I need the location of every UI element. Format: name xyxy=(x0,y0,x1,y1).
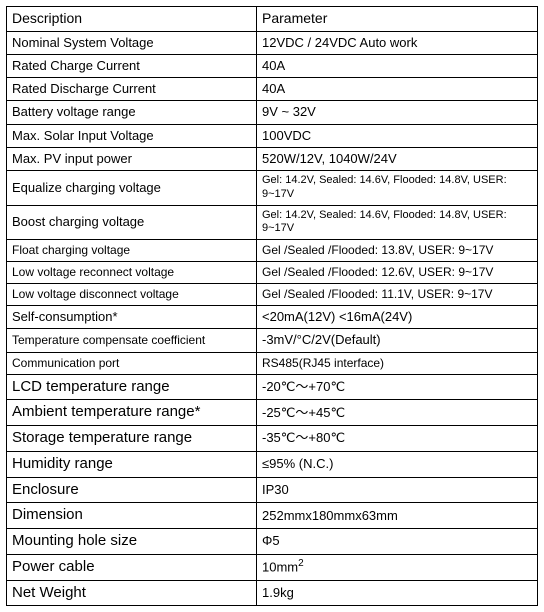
table-row: Communication portRS485(RJ45 interface) xyxy=(7,352,538,374)
table-row: Self-consumption*<20mA(12V) <16mA(24V) xyxy=(7,306,538,329)
table-row: Low voltage reconnect voltageGel /Sealed… xyxy=(7,262,538,284)
row-value: 1.9kg xyxy=(257,580,538,606)
row-label: Power cable xyxy=(7,554,257,580)
row-value: RS485(RJ45 interface) xyxy=(257,352,538,374)
table-row: Net Weight 1.9kg xyxy=(7,580,538,606)
row-label: Equalize charging voltage xyxy=(7,171,257,206)
row-value: Gel /Sealed /Flooded: 12.6V, USER: 9~17V xyxy=(257,262,538,284)
row-label: LCD temperature range xyxy=(7,374,257,400)
header-parameter: Parameter xyxy=(257,7,538,32)
row-value: 9V ~ 32V xyxy=(257,101,538,124)
row-label: Self-consumption* xyxy=(7,306,257,329)
row-label: Enclosure xyxy=(7,477,257,503)
row-value: Gel: 14.2V, Sealed: 14.6V, Flooded: 14.8… xyxy=(257,171,538,206)
row-value: 12VDC / 24VDC Auto work xyxy=(257,31,538,54)
table-row: Float charging voltageGel /Sealed /Flood… xyxy=(7,240,538,262)
row-value: Gel /Sealed /Flooded: 11.1V, USER: 9~17V xyxy=(257,284,538,306)
row-label: Battery voltage range xyxy=(7,101,257,124)
table-row: Rated Charge Current40A xyxy=(7,54,538,77)
table-row: LCD temperature range-20℃～+70℃ xyxy=(7,374,538,400)
row-value: IP30 xyxy=(257,477,538,503)
row-value: Gel /Sealed /Flooded: 13.8V, USER: 9~17V xyxy=(257,240,538,262)
row-label: Boost charging voltage xyxy=(7,205,257,240)
row-label: Float charging voltage xyxy=(7,240,257,262)
row-label: Low voltage reconnect voltage xyxy=(7,262,257,284)
table-row: Nominal System Voltage12VDC / 24VDC Auto… xyxy=(7,31,538,54)
row-label: Rated Charge Current xyxy=(7,54,257,77)
header-description: Description xyxy=(7,7,257,32)
row-value: -3mV/°C/2V(Default) xyxy=(257,329,538,352)
table-row: Dimension252mmx180mmx63mm xyxy=(7,503,538,529)
row-label: Mounting hole size xyxy=(7,529,257,555)
row-label: Max. Solar Input Voltage xyxy=(7,124,257,147)
row-value: ≤95% (N.C.) xyxy=(257,451,538,477)
table-row: Equalize charging voltageGel: 14.2V, Sea… xyxy=(7,171,538,206)
row-value: 100VDC xyxy=(257,124,538,147)
row-value: 10mm2 xyxy=(257,554,538,580)
table-row: Max. PV input power520W/12V, 1040W/24V xyxy=(7,147,538,170)
table-row: Ambient temperature range*-25℃～+45℃ xyxy=(7,400,538,426)
row-label: Communication port xyxy=(7,352,257,374)
row-value: 520W/12V, 1040W/24V xyxy=(257,147,538,170)
row-value: -25℃～+45℃ xyxy=(257,400,538,426)
row-value: <20mA(12V) <16mA(24V) xyxy=(257,306,538,329)
table-row: Battery voltage range9V ~ 32V xyxy=(7,101,538,124)
table-row: Humidity range≤95% (N.C.) xyxy=(7,451,538,477)
table-row: Boost charging voltageGel: 14.2V, Sealed… xyxy=(7,205,538,240)
row-label: Storage temperature range xyxy=(7,426,257,452)
row-label: Dimension xyxy=(7,503,257,529)
row-label: Rated Discharge Current xyxy=(7,78,257,101)
header-row: Description Parameter xyxy=(7,7,538,32)
row-value: 252mmx180mmx63mm xyxy=(257,503,538,529)
row-label: Temperature compensate coefficient xyxy=(7,329,257,352)
row-label: Humidity range xyxy=(7,451,257,477)
row-label: Ambient temperature range* xyxy=(7,400,257,426)
row-value: 40A xyxy=(257,54,538,77)
table-row: Storage temperature range-35℃～+80℃ xyxy=(7,426,538,452)
spec-table: Description Parameter Nominal System Vol… xyxy=(6,6,538,606)
table-row: Low voltage disconnect voltageGel /Seale… xyxy=(7,284,538,306)
row-label: Net Weight xyxy=(7,580,257,606)
table-row: Rated Discharge Current40A xyxy=(7,78,538,101)
table-row: EnclosureIP30 xyxy=(7,477,538,503)
row-value: 40A xyxy=(257,78,538,101)
table-row: Temperature compensate coefficient-3mV/°… xyxy=(7,329,538,352)
row-label: Low voltage disconnect voltage xyxy=(7,284,257,306)
row-value: -20℃～+70℃ xyxy=(257,374,538,400)
table-row: Power cable 10mm2 xyxy=(7,554,538,580)
row-value: Φ5 xyxy=(257,529,538,555)
row-label: Max. PV input power xyxy=(7,147,257,170)
row-value: Gel: 14.2V, Sealed: 14.6V, Flooded: 14.8… xyxy=(257,205,538,240)
table-row: Mounting hole sizeΦ5 xyxy=(7,529,538,555)
row-value: -35℃～+80℃ xyxy=(257,426,538,452)
row-label: Nominal System Voltage xyxy=(7,31,257,54)
table-row: Max. Solar Input Voltage100VDC xyxy=(7,124,538,147)
